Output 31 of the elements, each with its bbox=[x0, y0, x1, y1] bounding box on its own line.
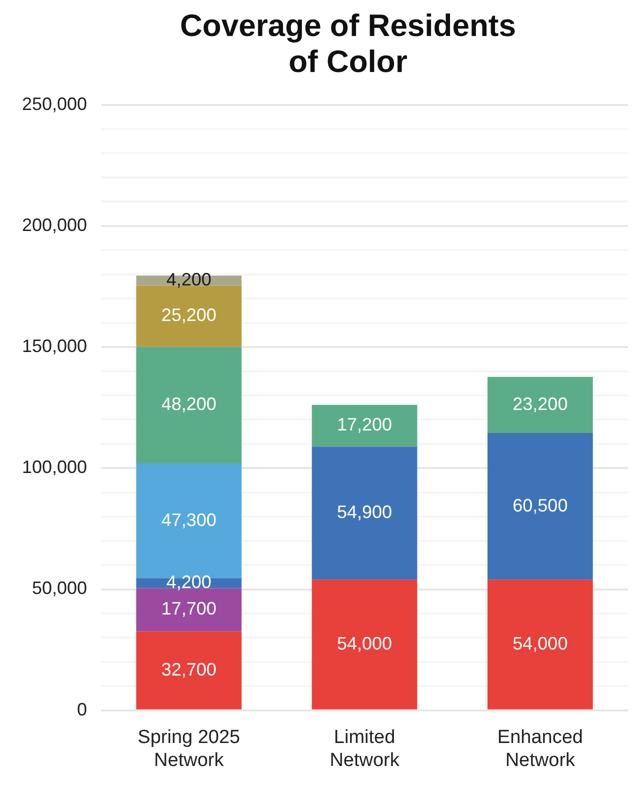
bar bbox=[312, 404, 418, 447]
data-label: 54,000 bbox=[337, 633, 392, 654]
data-label: 17,700 bbox=[161, 598, 216, 619]
y-tick-label: 0 bbox=[77, 699, 88, 720]
data-label: 60,500 bbox=[512, 495, 568, 516]
y-tick-label: 100,000 bbox=[22, 457, 88, 478]
bar bbox=[136, 631, 242, 710]
bar bbox=[487, 580, 593, 710]
chart-title: Coverage of Residents of Color bbox=[179, 8, 517, 80]
data-label: 32,700 bbox=[161, 659, 216, 680]
data-label: 54,000 bbox=[512, 633, 568, 654]
data-label: 48,200 bbox=[161, 394, 216, 414]
bar bbox=[487, 376, 593, 434]
data-label: 4,200 bbox=[166, 270, 212, 290]
x-tick-label: Spring 2025 Network bbox=[138, 727, 240, 771]
y-tick-label: 200,000 bbox=[22, 214, 88, 235]
y-tick-label: 250,000 bbox=[22, 94, 88, 114]
data-label: 47,300 bbox=[161, 510, 216, 530]
y-tick-label: 150,000 bbox=[22, 336, 88, 356]
x-tick-label: Limited Network bbox=[330, 727, 400, 771]
data-label: 4,200 bbox=[166, 572, 212, 592]
y-tick-label: 50,000 bbox=[32, 578, 88, 598]
bar bbox=[312, 580, 418, 710]
bar bbox=[312, 446, 418, 580]
data-label: 54,900 bbox=[337, 502, 392, 522]
bar bbox=[487, 433, 593, 580]
bar bbox=[136, 346, 242, 464]
x-tick-label: Enhanced Network bbox=[497, 727, 583, 771]
data-label: 23,200 bbox=[512, 394, 568, 414]
data-label: 25,200 bbox=[161, 305, 216, 326]
data-label: 17,200 bbox=[337, 414, 392, 435]
